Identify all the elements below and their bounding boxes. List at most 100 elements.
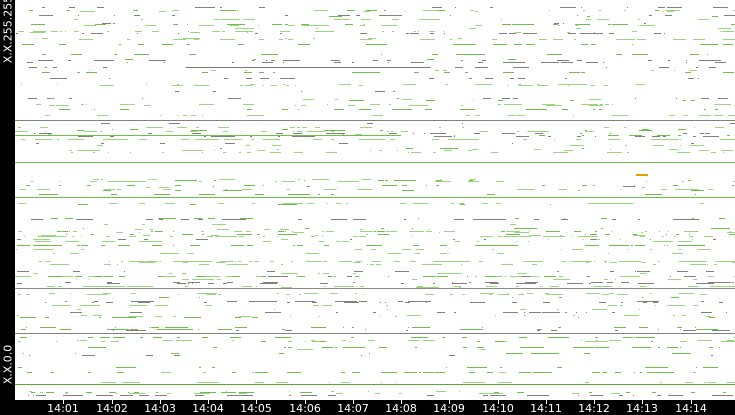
flow-texture [195,395,204,396]
flow-texture [192,279,214,280]
flow-texture [412,228,413,229]
flow-texture [510,276,529,277]
flow-texture [572,236,573,237]
flow-texture [402,185,407,186]
flow-texture [47,98,51,99]
flow-texture [473,99,474,100]
flow-texture [348,105,355,106]
flow-texture [45,317,49,318]
flow-texture [526,109,547,110]
flow-texture [282,329,285,330]
flow-texture [473,139,479,140]
flow-texture [730,123,735,124]
flow-texture [151,327,159,328]
flow-texture [311,99,314,100]
flow-texture [139,286,153,287]
flow-texture [196,239,208,240]
flow-texture [699,115,711,116]
flow-texture [720,139,729,140]
flow-texture [589,283,591,284]
flow-texture [117,264,118,265]
flow-texture [214,180,216,181]
flow-texture [705,133,710,134]
flow-texture [553,152,555,153]
flow-texture [691,392,695,393]
flow-texture [721,341,735,342]
flow-texture [239,236,244,237]
flow-texture [70,312,79,313]
flow-texture [484,131,487,132]
flow-texture [445,84,448,85]
flow-texture [380,130,383,131]
flow-texture [651,70,654,71]
flow-texture [307,203,314,204]
flow-texture [331,391,334,392]
flow-texture [20,189,26,190]
flow-texture [595,136,596,137]
flow-texture [551,330,557,331]
flow-texture [173,261,175,262]
flow-texture [311,236,315,237]
flow-texture [356,15,360,16]
flow-texture [461,264,462,265]
flow-texture [116,393,118,394]
flow-texture [660,241,666,242]
flow-texture [612,312,615,313]
flow-texture [146,187,151,188]
flow-texture [42,38,48,39]
flow-texture [475,11,478,12]
flow-texture [356,261,362,262]
flow-texture [280,33,282,34]
flow-texture [698,78,699,79]
flow-texture [361,19,371,20]
flow-texture [235,317,241,318]
flow-texture [46,261,47,262]
flow-texture [407,315,421,316]
flow-texture [457,38,460,39]
flow-texture [149,327,150,328]
flow-texture [37,189,50,190]
flow-texture [79,39,93,40]
flow-texture [342,340,346,341]
flow-texture [162,60,166,61]
flow-texture [373,261,381,262]
flow-texture [411,62,424,63]
flow-texture [582,185,587,186]
flow-texture [187,24,188,25]
flow-texture [273,72,275,73]
flow-texture [163,189,171,190]
flow-texture [476,133,477,134]
flow-texture [627,7,628,8]
flow-texture [517,392,524,393]
flow-texture [541,62,556,63]
flow-texture [144,105,151,106]
flow-texture [523,139,527,140]
flow-texture [513,98,518,99]
flow-texture [445,261,453,262]
flow-texture [278,231,284,232]
flow-texture [454,136,455,137]
flow-texture [275,276,288,277]
flow-texture [703,136,719,137]
flow-texture [18,31,24,32]
flow-texture [118,245,130,246]
flow-texture [438,10,445,11]
flow-texture [355,249,362,250]
flow-texture [129,305,147,306]
flow-texture [335,99,338,100]
flow-texture [427,59,428,60]
flow-texture [311,327,316,328]
flow-texture [558,25,560,26]
flow-texture [632,54,648,55]
flow-texture [401,131,407,132]
flow-texture [192,133,201,134]
flow-texture [148,133,152,134]
flow-texture [48,276,64,277]
flow-texture [17,283,22,284]
flow-texture [218,329,232,330]
flow-texture [621,305,623,306]
flow-texture [732,185,734,186]
flow-texture [278,136,280,137]
flow-texture [426,302,427,303]
flow-texture [639,327,648,328]
